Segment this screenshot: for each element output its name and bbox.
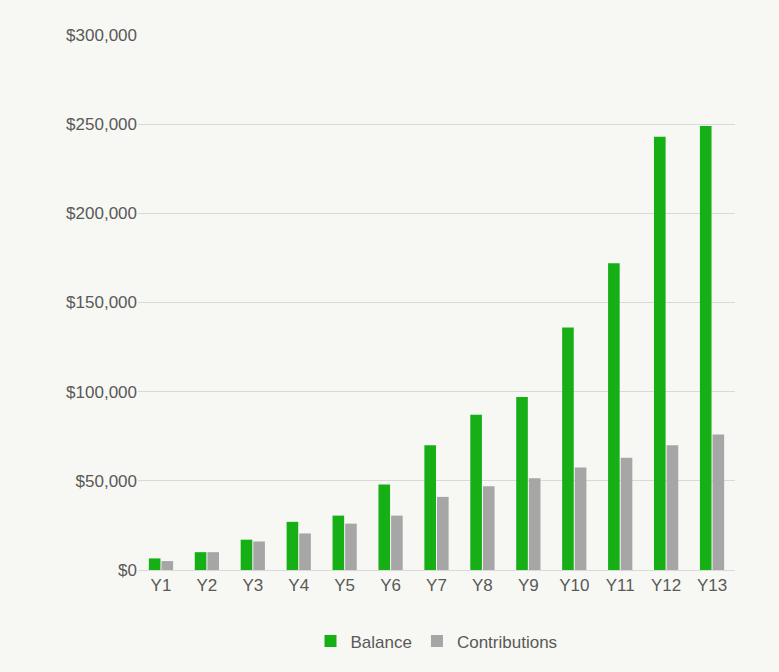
svg-text:Y9: Y9 (518, 576, 539, 595)
svg-text:Y8: Y8 (472, 576, 493, 595)
svg-text:Y2: Y2 (196, 576, 217, 595)
svg-text:Y4: Y4 (288, 576, 309, 595)
svg-text:$300,000: $300,000 (66, 26, 137, 45)
svg-text:$100,000: $100,000 (66, 383, 137, 402)
svg-text:Y1: Y1 (151, 576, 172, 595)
svg-text:$0: $0 (118, 561, 137, 580)
svg-text:Y10: Y10 (559, 576, 589, 595)
svg-text:Contributions: Contributions (457, 633, 557, 652)
svg-text:Y3: Y3 (242, 576, 263, 595)
svg-text:$50,000: $50,000 (76, 472, 137, 491)
svg-text:Y13: Y13 (697, 576, 727, 595)
svg-text:$250,000: $250,000 (66, 115, 137, 134)
svg-text:Y7: Y7 (426, 576, 447, 595)
svg-text:Y5: Y5 (334, 576, 355, 595)
svg-text:Y12: Y12 (651, 576, 681, 595)
svg-text:$150,000: $150,000 (66, 293, 137, 312)
svg-text:Y6: Y6 (380, 576, 401, 595)
svg-text:Y11: Y11 (606, 576, 635, 595)
svg-text:$200,000: $200,000 (66, 204, 137, 223)
svg-text:Balance: Balance (351, 633, 412, 652)
